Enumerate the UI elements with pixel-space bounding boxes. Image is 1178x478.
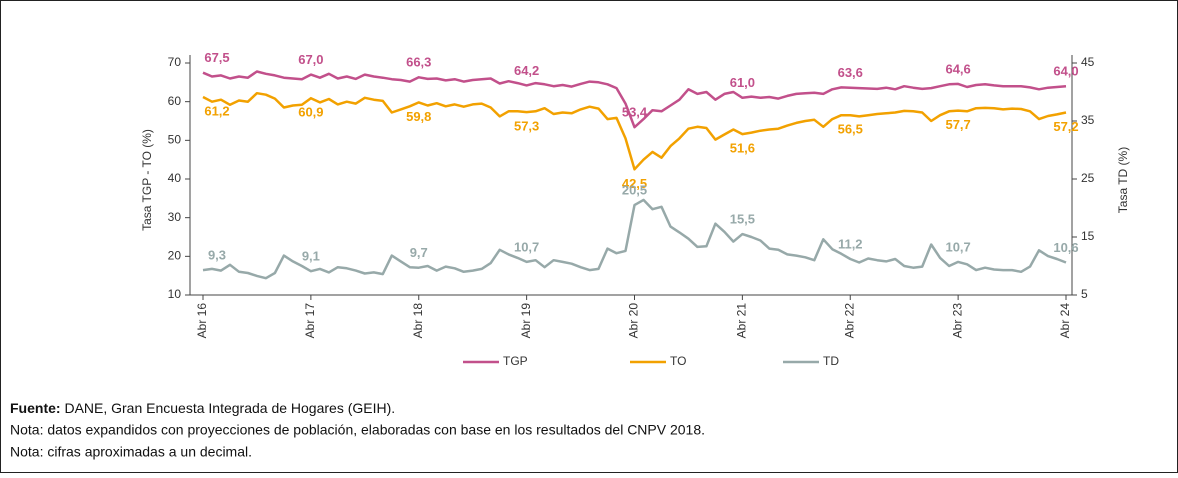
- data-label: 57,7: [945, 117, 970, 132]
- footer-note: Nota: datos expandidos con proyecciones …: [10, 422, 705, 438]
- data-label: 64,2: [514, 63, 539, 78]
- y-axis-label: Tasa TGP - TO (%): [140, 129, 154, 231]
- y-tick-label: 10: [168, 287, 182, 301]
- y-tick-label: 40: [168, 171, 182, 185]
- data-label: 64,0: [1053, 64, 1078, 79]
- data-label: 10,6: [1053, 240, 1078, 255]
- x-tick-label: Abr 24: [1058, 303, 1072, 339]
- data-label: 57,3: [514, 119, 539, 134]
- series-line: [202, 198, 1067, 280]
- legend-label: TD: [823, 354, 839, 368]
- data-label: 60,9: [298, 105, 323, 120]
- y2-tick-label: 25: [1081, 171, 1095, 185]
- y2-tick-label: 15: [1081, 229, 1095, 243]
- data-label: 56,5: [838, 122, 863, 137]
- y2-tick-label: 45: [1081, 55, 1095, 69]
- data-label: 20,5: [622, 183, 647, 198]
- data-label: 9,1: [302, 249, 320, 264]
- series-line: [202, 91, 1067, 171]
- footer-note: Nota: cifras aproximadas a un decimal.: [10, 444, 252, 460]
- data-label: 15,5: [730, 212, 755, 227]
- x-tick-label: Abr 20: [627, 303, 641, 339]
- data-label: 10,7: [514, 239, 539, 254]
- data-label: 53,4: [622, 105, 648, 120]
- x-tick-label: Abr 23: [950, 303, 964, 339]
- data-label: 67,5: [204, 50, 229, 65]
- data-label: 9,3: [208, 247, 226, 262]
- y-tick-label: 60: [168, 94, 182, 108]
- data-label: 10,7: [945, 239, 970, 254]
- y-tick-label: 20: [168, 249, 182, 263]
- x-tick-label: Abr 22: [842, 303, 856, 339]
- y-tick-label: 50: [168, 133, 182, 147]
- data-label: 61,2: [204, 103, 229, 118]
- y-tick-label: 30: [168, 210, 182, 224]
- data-label: 42,5: [622, 176, 647, 191]
- y2-tick-label: 5: [1081, 287, 1088, 301]
- x-tick-label: Abr 17: [303, 303, 317, 339]
- data-label: 59,8: [406, 109, 431, 124]
- y2-axis-label: Tasa TD (%): [1116, 147, 1130, 213]
- legend-label: TO: [670, 354, 686, 368]
- series-line: [202, 70, 1067, 129]
- data-label: 61,0: [730, 75, 755, 90]
- data-label: 66,3: [406, 55, 431, 70]
- x-tick-label: Abr 19: [519, 303, 533, 339]
- data-label: 51,6: [730, 141, 755, 156]
- footer-source: Fuente: DANE, Gran Encuesta Integrada de…: [10, 400, 395, 416]
- data-label: 9,7: [410, 245, 428, 260]
- x-tick-label: Abr 18: [411, 303, 425, 339]
- source-text: DANE, Gran Encuesta Integrada de Hogares…: [64, 400, 395, 416]
- x-tick-label: Abr 16: [195, 303, 209, 339]
- x-tick-label: Abr 21: [735, 303, 749, 339]
- legend-label: TGP: [503, 354, 528, 368]
- data-label: 64,6: [945, 61, 970, 76]
- data-label: 63,6: [838, 65, 863, 80]
- y-tick-label: 70: [168, 55, 182, 69]
- y2-tick-label: 35: [1081, 113, 1095, 127]
- source-label: Fuente:: [10, 400, 61, 416]
- data-label: 57,2: [1053, 119, 1078, 134]
- data-label: 11,2: [838, 236, 863, 251]
- data-label: 67,0: [298, 52, 323, 67]
